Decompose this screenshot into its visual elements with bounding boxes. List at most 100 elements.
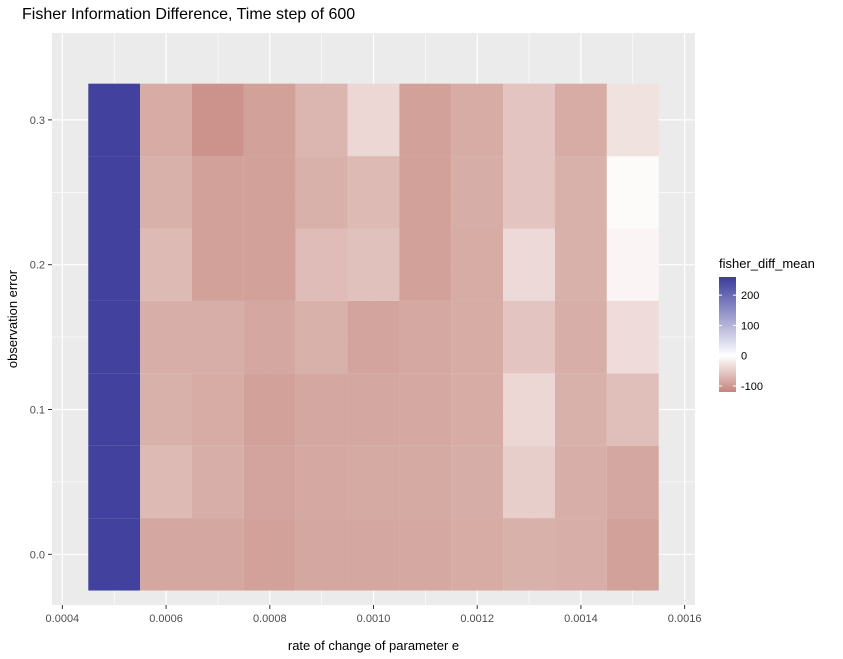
heatmap-tile xyxy=(606,228,659,301)
heatmap-tile xyxy=(451,373,504,446)
heatmap-tile xyxy=(140,373,193,446)
heatmap-tile xyxy=(606,445,659,519)
heatmap-tile xyxy=(243,83,296,157)
heatmap-tile xyxy=(192,373,244,446)
heatmap-tile xyxy=(295,373,348,446)
heatmap-tile xyxy=(347,83,400,157)
heatmap-tile xyxy=(451,445,504,519)
heatmap-tile xyxy=(88,445,141,519)
heatmap-tile xyxy=(554,373,607,446)
heatmap-tile xyxy=(399,156,452,229)
heatmap-tile xyxy=(503,83,555,157)
heatmap-tile xyxy=(347,228,400,301)
heatmap-tile xyxy=(606,83,659,157)
heatmap-tile xyxy=(503,156,555,229)
heatmap-tile xyxy=(140,83,193,157)
colorbar-title: fisher_diff_mean xyxy=(719,256,815,271)
heatmap-tile xyxy=(243,156,296,229)
heatmap-tile xyxy=(451,518,504,591)
heatmap-tile xyxy=(140,445,193,519)
colorbar-tick-label: 0 xyxy=(741,351,747,363)
heatmap-tile xyxy=(503,300,555,374)
x-tick-label: 0.0012 xyxy=(460,613,494,625)
heatmap-tile xyxy=(554,445,607,519)
x-tick-label: 0.0006 xyxy=(149,613,183,625)
heatmap-tile xyxy=(88,518,141,591)
heatmap-tile xyxy=(347,518,400,591)
heatmap-tile xyxy=(347,156,400,229)
heatmap-tile xyxy=(192,83,244,157)
heatmap-tile xyxy=(243,518,296,591)
heatmap-tile xyxy=(399,228,452,301)
heatmap-tile xyxy=(606,518,659,591)
colorbar xyxy=(719,277,736,392)
heatmap-tile xyxy=(140,300,193,374)
heatmap-tile xyxy=(140,228,193,301)
heatmap-tile xyxy=(192,300,244,374)
heatmap-tile xyxy=(399,373,452,446)
heatmap-tile xyxy=(606,300,659,374)
heatmap-tile xyxy=(606,156,659,229)
heatmap-tile xyxy=(347,373,400,446)
heatmap-tile xyxy=(192,518,244,591)
y-tick-label: 0.2 xyxy=(30,260,45,272)
x-tick-label: 0.0004 xyxy=(46,613,80,625)
heatmap-tile xyxy=(399,445,452,519)
heatmap-tile xyxy=(243,300,296,374)
heatmap-tile xyxy=(606,373,659,446)
heatmap-tile xyxy=(192,445,244,519)
heatmap-tile xyxy=(295,156,348,229)
heatmap-tile xyxy=(243,445,296,519)
heatmap-tile xyxy=(88,300,141,374)
heatmap-tile xyxy=(88,83,141,157)
x-tick-label: 0.0014 xyxy=(564,613,598,625)
heatmap-tile xyxy=(243,373,296,446)
heatmap-tile xyxy=(503,228,555,301)
heatmap-tile xyxy=(295,300,348,374)
heatmap-tile xyxy=(451,300,504,374)
heatmap-tile xyxy=(295,228,348,301)
heatmap-tile xyxy=(503,373,555,446)
y-axis-title: observation error xyxy=(5,269,20,368)
heatmap-tile xyxy=(192,228,244,301)
y-tick-label: 0.3 xyxy=(30,115,45,127)
heatmap-tile xyxy=(88,373,141,446)
heatmap-tile xyxy=(140,518,193,591)
heatmap-tile xyxy=(554,300,607,374)
y-tick-label: 0.1 xyxy=(30,405,45,417)
heatmap-tile xyxy=(399,83,452,157)
colorbar-tick-label: 200 xyxy=(741,290,759,302)
heatmap-tile xyxy=(554,228,607,301)
heatmap-tile xyxy=(347,300,400,374)
x-tick-label: 0.0010 xyxy=(357,613,391,625)
heatmap-tile xyxy=(554,156,607,229)
heatmap-tile xyxy=(554,83,607,157)
x-tick-label: 0.0016 xyxy=(668,613,702,625)
colorbar-ticks: 200 100 0 -100 xyxy=(719,290,763,393)
y-tick-label: 0.0 xyxy=(30,549,45,561)
heatmap-tile xyxy=(295,445,348,519)
heatmap-tile xyxy=(347,445,400,519)
heatmap-tile xyxy=(295,518,348,591)
heatmap-tile xyxy=(451,228,504,301)
heatmap-tile xyxy=(399,518,452,591)
heatmap-tile xyxy=(243,228,296,301)
heatmap-tile xyxy=(140,156,193,229)
colorbar-tick-label: -100 xyxy=(741,381,763,393)
colorbar-tick-label: 100 xyxy=(741,320,759,332)
heatmap-tile xyxy=(295,83,348,157)
heatmap-tile xyxy=(88,228,141,301)
x-axis: 0.0004 0.0006 0.0008 0.0010 0.0012 0.0014 0.00… xyxy=(46,605,702,625)
x-axis-title: rate of change of parameter e xyxy=(288,638,459,653)
x-tick-label: 0.0008 xyxy=(253,613,287,625)
heatmap-tile xyxy=(503,445,555,519)
chart-title: Fisher Information Difference, Time step… xyxy=(22,6,356,23)
heatmap-tile xyxy=(451,156,504,229)
heatmap-tile xyxy=(554,518,607,591)
heatmap-tile xyxy=(503,518,555,591)
heatmap-tile xyxy=(88,156,141,229)
y-axis: 0.0 0.1 0.2 0.3 xyxy=(30,115,52,561)
heatmap-tiles xyxy=(88,83,659,591)
heatmap-tile xyxy=(451,83,504,157)
